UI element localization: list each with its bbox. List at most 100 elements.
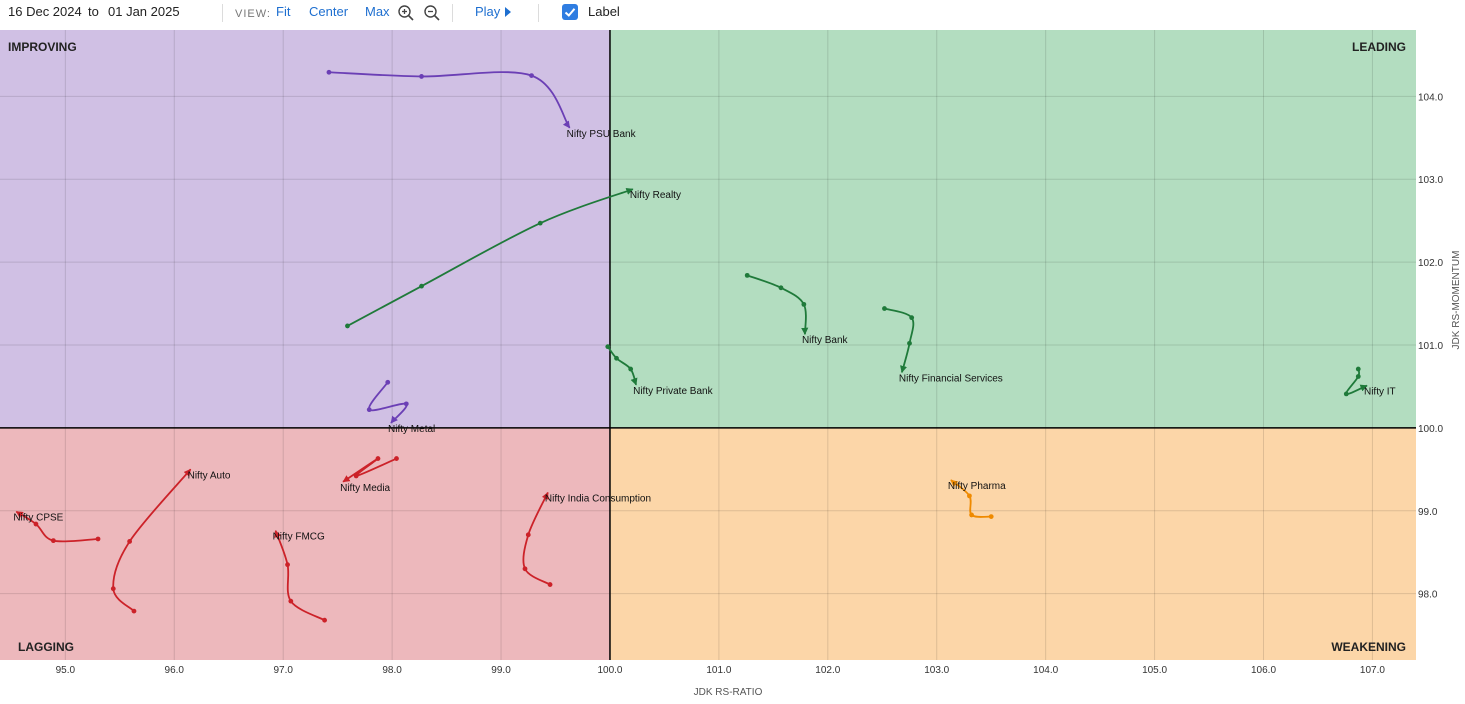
series-tail-line[interactable] (112, 468, 192, 612)
x-tick-label: 103.0 (924, 665, 949, 676)
x-tick-label: 102.0 (815, 665, 840, 676)
series-point[interactable] (394, 456, 399, 461)
date-from[interactable]: 16 Dec 2024 (8, 4, 82, 19)
series-label: Nifty Auto (188, 470, 231, 481)
series-tail-line[interactable] (746, 274, 809, 335)
series-tail-line[interactable] (274, 530, 326, 622)
series-point[interactable] (967, 493, 972, 499)
series-point[interactable] (419, 283, 424, 289)
series-tail-line[interactable] (950, 479, 992, 518)
series-point[interactable] (33, 521, 39, 527)
quadrant-label-weakening: WEAKENING (1331, 640, 1406, 654)
series-tail-line[interactable] (347, 188, 634, 327)
zoom-out-icon[interactable] (423, 4, 441, 22)
series-point[interactable] (322, 617, 327, 623)
series-point[interactable] (366, 407, 372, 413)
divider (452, 4, 453, 22)
x-tick-label: 107.0 (1360, 665, 1385, 676)
series-label: Nifty Bank (802, 335, 849, 346)
series-label: Nifty FMCG (273, 532, 325, 543)
series-tail-line[interactable] (607, 346, 638, 386)
series-nifty-realty[interactable]: Nifty Realty (345, 188, 681, 329)
series-nifty-fmcg[interactable]: Nifty FMCG (273, 530, 327, 623)
series-nifty-cpse[interactable]: Nifty CPSE (13, 510, 101, 544)
series-point[interactable] (778, 285, 784, 291)
series-tail-line[interactable] (1345, 368, 1368, 395)
series-point[interactable] (403, 401, 409, 407)
series-tail-line[interactable] (15, 510, 99, 543)
series-point[interactable] (375, 456, 381, 461)
series-point[interactable] (744, 272, 750, 278)
series-tail-line[interactable] (368, 381, 408, 424)
play-icon (504, 7, 511, 17)
max-button[interactable]: Max (365, 4, 390, 19)
series-point[interactable] (288, 598, 294, 604)
center-button[interactable]: Center (309, 4, 349, 19)
series-point[interactable] (525, 532, 531, 538)
y-tick-label: 98.0 (1418, 590, 1438, 601)
series-nifty-metal[interactable]: Nifty Metal (366, 379, 435, 435)
series-tail-line[interactable] (522, 491, 551, 586)
series-point[interactable] (907, 340, 912, 346)
series-point[interactable] (882, 306, 887, 311)
x-axis-ticks: 95.0 96.0 97.0 98.0 99.0 100.0 101.0 102.0 103.0… (56, 665, 1386, 676)
series-point[interactable] (1355, 366, 1361, 372)
series-point[interactable] (628, 366, 634, 372)
series-point[interactable] (50, 538, 56, 544)
series-nifty-financial-services[interactable]: Nifty Financial Services (882, 306, 1003, 384)
series-point[interactable] (326, 69, 332, 75)
zoom-in-icon[interactable] (397, 4, 415, 22)
series-tail-line[interactable] (342, 457, 397, 483)
series-point[interactable] (285, 562, 290, 568)
series-nifty-media[interactable]: Nifty Media (340, 456, 399, 494)
series-nifty-it[interactable]: Nifty IT (1343, 366, 1396, 398)
series-point[interactable] (345, 323, 350, 329)
series-point[interactable] (529, 73, 534, 78)
series-point[interactable] (969, 512, 974, 518)
series-point[interactable] (605, 344, 611, 350)
y-tick-label: 103.0 (1418, 175, 1443, 186)
series-point[interactable] (537, 220, 543, 226)
quadrant-label-lagging: LAGGING (18, 640, 74, 654)
x-tick-label: 104.0 (1033, 665, 1058, 676)
series-point[interactable] (110, 586, 116, 592)
series-nifty-auto[interactable]: Nifty Auto (110, 468, 231, 614)
series-point[interactable] (522, 566, 528, 572)
x-tick-label: 105.0 (1142, 665, 1167, 676)
series-point[interactable] (801, 301, 807, 307)
series-tail-line[interactable] (328, 71, 571, 129)
series-tails[interactable]: Nifty PSU Bank Nifty Realty Nifty Bank Nift… (13, 69, 1396, 623)
series-point[interactable] (614, 355, 619, 361)
series-point[interactable] (1343, 391, 1349, 397)
divider (222, 4, 223, 22)
series-point[interactable] (547, 582, 553, 587)
series-point[interactable] (385, 379, 391, 385)
series-point[interactable] (419, 74, 424, 79)
series-point[interactable] (353, 473, 359, 479)
series-tail-line[interactable] (884, 307, 915, 374)
fit-button[interactable]: Fit (276, 4, 291, 19)
series-point[interactable] (1355, 374, 1361, 379)
divider (538, 4, 539, 22)
series-nifty-psu-bank[interactable]: Nifty PSU Bank (326, 69, 637, 140)
quadrant-labels: IMPROVING LEADING LAGGING WEAKENING (8, 40, 1406, 654)
series-label: Nifty Metal (388, 424, 435, 435)
series-point[interactable] (131, 608, 137, 614)
date-to[interactable]: 01 Jan 2025 (108, 4, 180, 19)
series-label: Nifty Financial Services (899, 373, 1003, 384)
series-nifty-private-bank[interactable]: Nifty Private Bank (605, 344, 714, 397)
quadrant-improving (0, 30, 610, 428)
label-checkbox[interactable] (562, 4, 578, 20)
x-tick-label: 106.0 (1251, 665, 1276, 676)
series-point[interactable] (909, 315, 915, 321)
series-nifty-bank[interactable]: Nifty Bank (744, 272, 849, 346)
play-button[interactable]: Play (475, 4, 512, 20)
series-point[interactable] (127, 539, 133, 544)
series-nifty-india-consumption[interactable]: Nifty India Consumption (522, 491, 651, 587)
series-point[interactable] (95, 536, 101, 542)
series-label: Nifty India Consumption (545, 494, 651, 505)
series-point[interactable] (988, 514, 994, 519)
series-nifty-pharma[interactable]: Nifty Pharma (948, 479, 1006, 519)
y-tick-label: 104.0 (1418, 92, 1443, 103)
